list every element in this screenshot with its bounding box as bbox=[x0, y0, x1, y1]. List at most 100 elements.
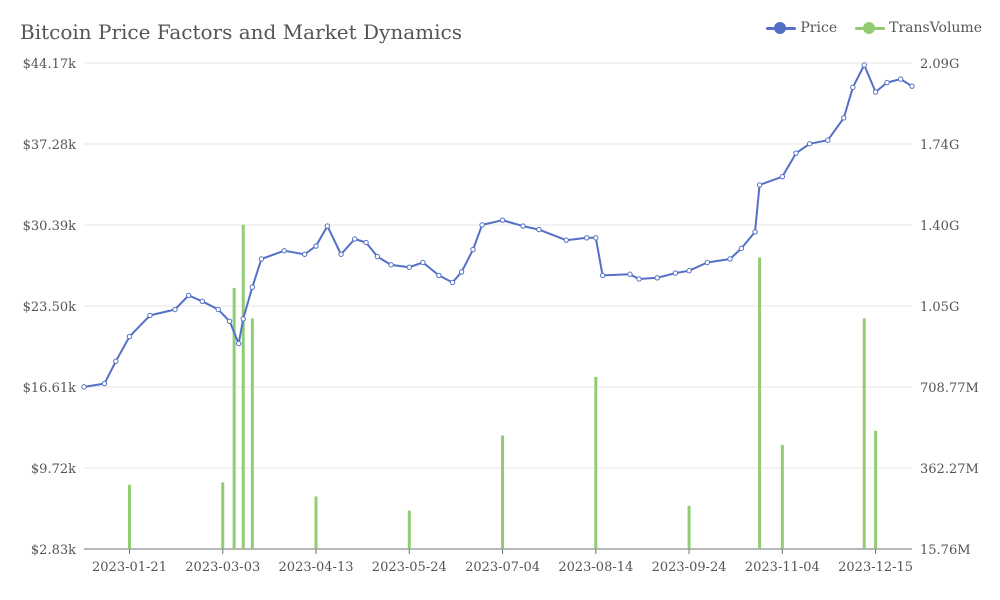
volume-bar bbox=[780, 444, 784, 549]
price-point bbox=[351, 236, 358, 242]
price-point bbox=[185, 292, 192, 299]
volume-bar bbox=[241, 224, 245, 549]
volume-bar bbox=[314, 496, 318, 549]
price-point bbox=[126, 333, 133, 340]
price-point bbox=[249, 284, 256, 290]
x-tick-label: 2023-04-13 bbox=[279, 560, 354, 575]
price-point bbox=[458, 269, 465, 275]
price-point bbox=[841, 115, 847, 121]
y-left-tick-label: $30.39k bbox=[23, 219, 76, 234]
price-point bbox=[388, 262, 394, 268]
price-point bbox=[752, 229, 758, 235]
price-point bbox=[324, 223, 331, 229]
x-tick-label: 2023-08-14 bbox=[558, 560, 633, 575]
price-point bbox=[909, 83, 915, 89]
volume-bar bbox=[687, 505, 691, 549]
price-point bbox=[861, 62, 867, 68]
x-tick-label: 2023-12-15 bbox=[838, 560, 913, 575]
price-point bbox=[215, 306, 221, 313]
y-right-tick-label: 15.76M bbox=[920, 543, 971, 558]
y-right-tick-label: 1.40G bbox=[920, 219, 959, 234]
price-point bbox=[756, 182, 763, 188]
price-point bbox=[499, 217, 506, 223]
volume-bar bbox=[758, 257, 762, 549]
legend-item-transvolume[interactable]: TransVolume bbox=[855, 20, 982, 36]
x-tick-label: 2023-07-04 bbox=[465, 560, 540, 575]
price-point bbox=[563, 237, 569, 243]
y-left-tick-label: $9.72k bbox=[31, 462, 76, 477]
y-left-tick-label: $37.28k bbox=[23, 138, 76, 153]
y-right-tick-label: 1.74G bbox=[920, 138, 959, 153]
price-point bbox=[449, 279, 456, 286]
price-point bbox=[479, 222, 485, 228]
price-point bbox=[654, 275, 660, 281]
y-right-tick-label: 708.77M bbox=[920, 381, 979, 396]
price-point bbox=[258, 256, 265, 262]
price-point bbox=[172, 306, 178, 313]
price-point bbox=[584, 235, 590, 241]
price-point bbox=[850, 84, 856, 91]
volume-bar bbox=[407, 510, 411, 549]
price-point bbox=[520, 223, 526, 229]
price-point bbox=[470, 246, 476, 253]
volume-bar bbox=[862, 318, 866, 549]
price-point bbox=[240, 316, 246, 322]
price-point bbox=[281, 248, 287, 254]
price-point bbox=[81, 384, 87, 390]
legend-volume-label: TransVolume bbox=[889, 20, 982, 36]
price-point bbox=[884, 79, 890, 86]
y-right-tick-label: 1.05G bbox=[920, 300, 959, 315]
price-point bbox=[793, 150, 799, 156]
y-right-tick-label: 362.27M bbox=[920, 462, 979, 477]
price-point bbox=[406, 264, 412, 270]
x-tick-label: 2023-01-21 bbox=[92, 560, 167, 575]
legend-price-label: Price bbox=[800, 20, 838, 36]
y-left-tick-label: $2.83k bbox=[31, 543, 76, 558]
price-point bbox=[686, 268, 692, 274]
price-point bbox=[704, 259, 710, 266]
price-point bbox=[235, 340, 242, 347]
y-left-tick-label: $44.17k bbox=[23, 57, 76, 72]
price-point bbox=[301, 251, 308, 257]
legend-volume-swatch bbox=[855, 22, 886, 34]
price-point bbox=[593, 235, 599, 241]
y-left-tick-label: $16.61k bbox=[23, 381, 76, 396]
price-point bbox=[420, 259, 426, 266]
price-point bbox=[338, 251, 344, 257]
price-point bbox=[779, 173, 786, 180]
x-tick-label: 2023-03-03 bbox=[185, 560, 260, 575]
price-point bbox=[627, 271, 633, 277]
price-point bbox=[147, 312, 153, 319]
price-point bbox=[101, 380, 108, 387]
price-point bbox=[599, 272, 606, 279]
price-point bbox=[113, 358, 119, 364]
chart-legend: Price TransVolume bbox=[766, 20, 982, 36]
volume-bar bbox=[232, 287, 236, 549]
volume-bar bbox=[250, 318, 254, 549]
legend-item-price[interactable]: Price bbox=[766, 20, 837, 36]
price-point bbox=[436, 272, 442, 279]
price-point bbox=[672, 270, 679, 276]
price-point bbox=[374, 253, 381, 260]
price-point bbox=[897, 76, 904, 82]
chart-title: Bitcoin Price Factors and Market Dynamic… bbox=[20, 20, 462, 44]
volume-bar bbox=[501, 435, 505, 549]
y-right-tick-label: 2.09G bbox=[920, 57, 959, 72]
price-point bbox=[536, 226, 542, 233]
price-point bbox=[825, 137, 831, 143]
volume-bar bbox=[594, 376, 598, 549]
volume-bar bbox=[874, 430, 878, 549]
legend-price-swatch bbox=[766, 22, 797, 34]
volume-bar bbox=[127, 484, 131, 549]
price-point bbox=[872, 89, 879, 95]
price-line bbox=[83, 64, 913, 388]
x-tick-label: 2023-11-04 bbox=[745, 560, 820, 575]
price-point bbox=[199, 298, 205, 304]
volume-bar bbox=[221, 482, 225, 549]
price-point bbox=[806, 141, 813, 147]
price-point bbox=[313, 243, 319, 249]
price-point bbox=[727, 256, 733, 262]
price-point bbox=[363, 239, 369, 246]
price-point bbox=[226, 318, 233, 324]
